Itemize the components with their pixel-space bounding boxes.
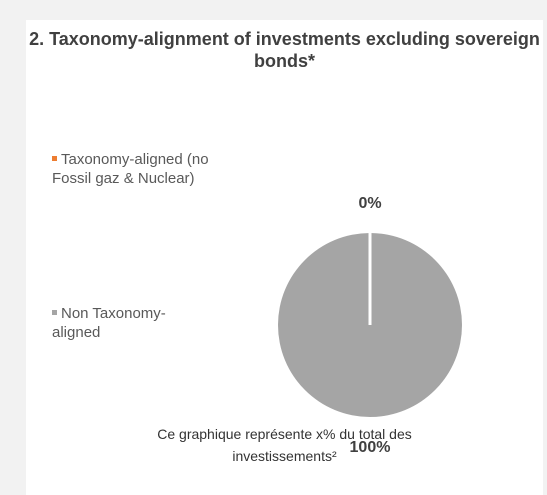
footnote: Ce graphique représente x% du total des …	[26, 423, 543, 467]
chart-title: 2. Taxonomy-alignment of investments exc…	[29, 29, 540, 71]
data-label-taxonomy-aligned: 0%	[358, 195, 381, 212]
footnote-line-2: investissements²	[232, 448, 337, 464]
chart-panel: 2. Taxonomy-alignment of investments exc…	[26, 20, 543, 495]
legend-item-non-aligned: Non Taxonomy-aligned	[52, 304, 212, 342]
legend-swatch-non-aligned	[52, 310, 57, 315]
pie-chart: 0% 100%	[278, 195, 462, 456]
pie-data-labels: 0% 100%	[350, 195, 391, 456]
legend-item-taxonomy-aligned: Taxonomy-aligned (no Fossil gaz & Nuclea…	[52, 150, 232, 188]
legend-label-non-aligned: Non Taxonomy-aligned	[52, 305, 166, 341]
data-label-non-aligned: 100%	[350, 439, 391, 456]
legend-swatch-taxonomy-aligned	[52, 156, 57, 161]
footnote-line-1: Ce graphique représente x% du total des	[157, 426, 412, 442]
legend-label-taxonomy-aligned: Taxonomy-aligned (no Fossil gaz & Nuclea…	[52, 151, 209, 187]
pie-slices	[278, 233, 462, 417]
